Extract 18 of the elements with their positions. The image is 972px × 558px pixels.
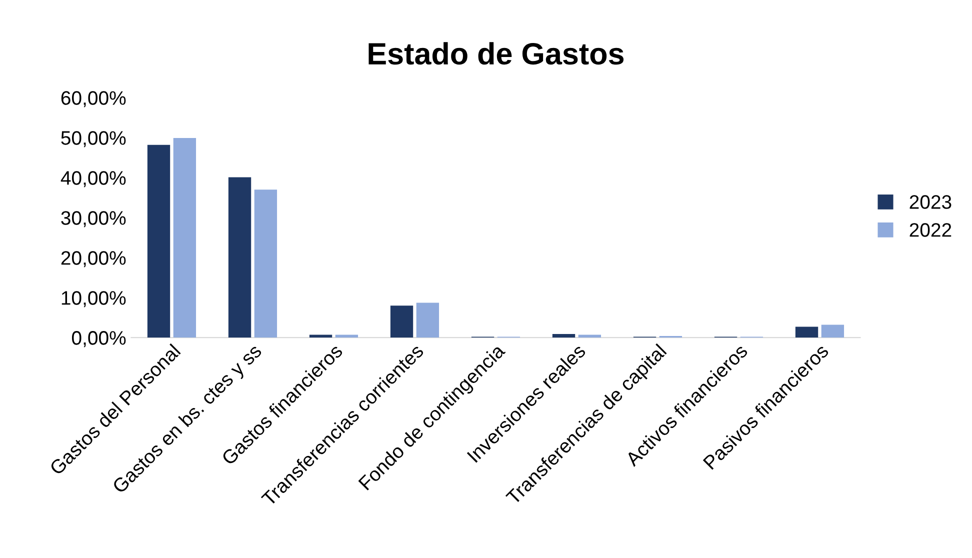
bar xyxy=(416,302,440,338)
y-tick-label: 50,00% xyxy=(61,131,126,148)
bar xyxy=(552,334,576,338)
bar xyxy=(147,144,170,338)
bar xyxy=(390,306,414,338)
y-tick-label: 30,00% xyxy=(61,211,126,228)
y-tick-label: 40,00% xyxy=(60,171,126,188)
y-tick-label: 60,00% xyxy=(61,91,126,108)
bar xyxy=(228,177,252,338)
chart-title: Estado de Gastos xyxy=(368,42,624,65)
legend-label: 2023 xyxy=(910,195,952,209)
y-tick-label: 10,00% xyxy=(62,291,126,308)
bar xyxy=(173,138,196,338)
bar xyxy=(795,326,818,338)
y-tick-label: 20,00% xyxy=(61,251,126,268)
bar xyxy=(254,190,278,338)
bar xyxy=(821,324,844,338)
legend-label: 2022 xyxy=(910,223,952,237)
